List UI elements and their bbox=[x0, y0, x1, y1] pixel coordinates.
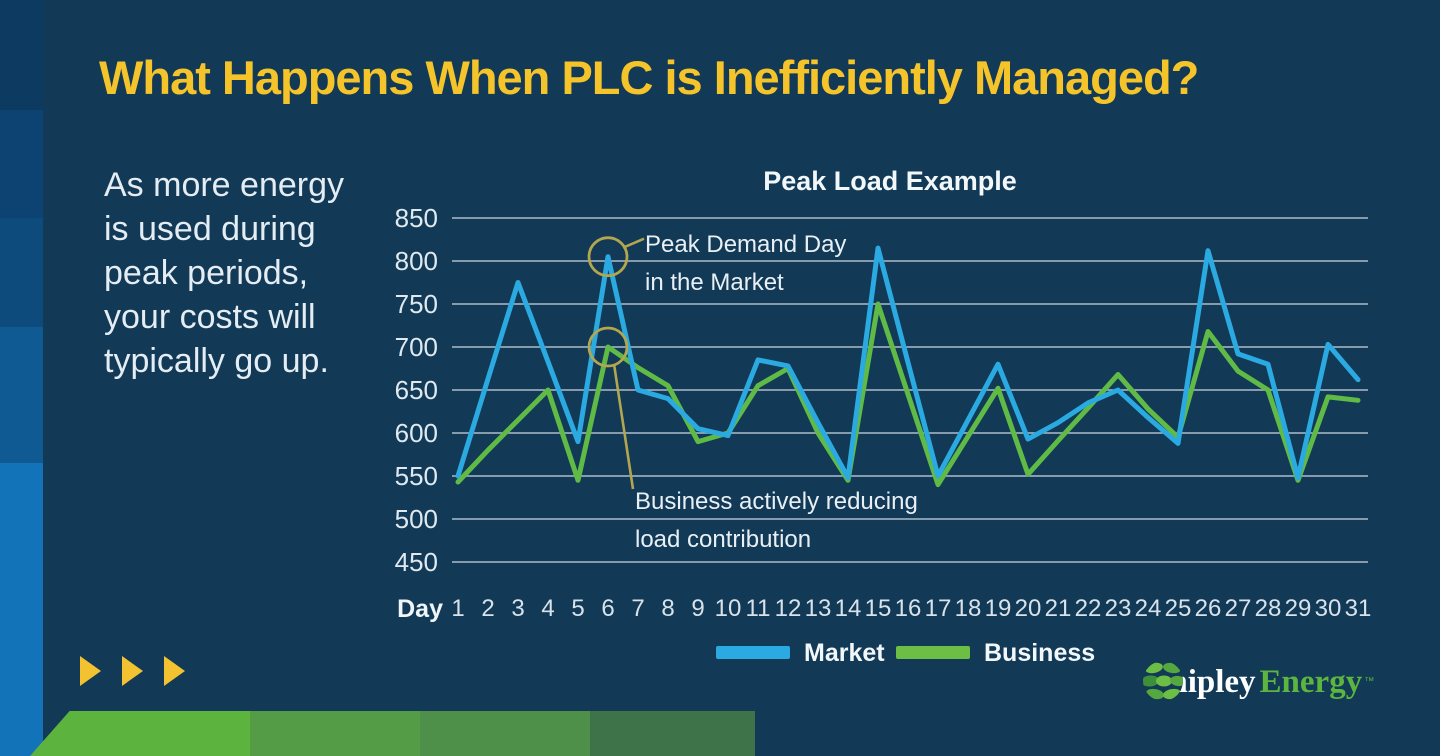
x-tick-label: 6 bbox=[601, 595, 615, 622]
x-tick-label: 12 bbox=[774, 595, 802, 622]
x-tick-label: 1 bbox=[451, 595, 465, 622]
intro-paragraph: As more energy is used during peak periods… bbox=[104, 163, 404, 383]
x-tick-label: 31 bbox=[1344, 595, 1372, 622]
x-tick-label: 24 bbox=[1134, 595, 1162, 622]
chart-title: Peak Load Example bbox=[763, 166, 1017, 196]
y-tick-label: 850 bbox=[394, 203, 438, 233]
annotation-peak-demand-line2: in the Market bbox=[645, 269, 784, 296]
y-tick-label: 800 bbox=[394, 246, 438, 276]
x-tick-label: 27 bbox=[1224, 595, 1252, 622]
intro-line: typically go up. bbox=[104, 342, 329, 380]
x-tick-label: 5 bbox=[571, 595, 585, 622]
x-axis-title: Day bbox=[397, 595, 443, 623]
green-segment bbox=[420, 711, 590, 756]
legend-swatch-market bbox=[716, 646, 790, 659]
y-tick-label: 700 bbox=[394, 332, 438, 362]
green-segment bbox=[30, 711, 250, 756]
x-tick-label: 7 bbox=[631, 595, 645, 622]
x-tick-label: 14 bbox=[834, 595, 862, 622]
legend-swatch-business bbox=[896, 646, 970, 659]
annotation-business-line1: Business actively reducing bbox=[635, 488, 918, 515]
logo-trademark: ™ bbox=[1364, 676, 1375, 687]
x-tick-label: 19 bbox=[984, 595, 1012, 622]
green-segment bbox=[590, 711, 755, 756]
logo-energy-text: Energy bbox=[1259, 663, 1363, 700]
x-tick-label: 10 bbox=[714, 595, 742, 622]
annotation-leader-line bbox=[612, 363, 635, 490]
intro-line: is used during bbox=[104, 210, 316, 248]
x-tick-label: 17 bbox=[924, 595, 952, 622]
shipley-energy-logo: Shipley Energy ™ bbox=[1142, 660, 1374, 704]
x-tick-label: 16 bbox=[894, 595, 922, 622]
page-title: What Happens When PLC is Inefficiently M… bbox=[99, 51, 1199, 104]
x-tick-label: 30 bbox=[1314, 595, 1342, 622]
annotation-leader-line bbox=[622, 237, 645, 249]
stripe-block bbox=[0, 463, 43, 756]
x-tick-label: 9 bbox=[691, 595, 705, 622]
stripe-block bbox=[0, 327, 43, 463]
x-tick-label: 20 bbox=[1014, 595, 1042, 622]
annotation-circle bbox=[587, 326, 629, 368]
x-tick-label: 23 bbox=[1104, 595, 1132, 622]
x-tick-label: 4 bbox=[541, 595, 555, 622]
series-line-business bbox=[455, 301, 1361, 488]
y-tick-label: 650 bbox=[394, 375, 438, 405]
stripe-block bbox=[0, 110, 43, 218]
annotation-business-line2: load contribution bbox=[635, 526, 812, 553]
legend-label-market: Market bbox=[804, 639, 885, 667]
y-tick-label: 750 bbox=[394, 289, 438, 319]
stripe-block bbox=[0, 218, 43, 327]
x-tick-label: 15 bbox=[864, 595, 892, 622]
y-tick-label: 550 bbox=[394, 461, 438, 491]
x-tick-label: 11 bbox=[745, 595, 771, 622]
annotation-circle bbox=[587, 236, 629, 278]
intro-line: your costs will bbox=[104, 298, 316, 336]
intro-line: peak periods, bbox=[104, 254, 309, 292]
x-tick-label: 26 bbox=[1194, 595, 1222, 622]
bottom-accent-strip bbox=[0, 711, 1440, 756]
stripe-block bbox=[0, 0, 43, 110]
x-tick-label: 18 bbox=[954, 595, 982, 622]
x-tick-label: 2 bbox=[481, 595, 495, 622]
y-tick-label: 500 bbox=[394, 504, 438, 534]
y-tick-label: 600 bbox=[394, 418, 438, 448]
x-tick-label: 29 bbox=[1284, 595, 1312, 622]
series-line-market bbox=[455, 245, 1361, 481]
annotation-peak-demand-line1: Peak Demand Day bbox=[645, 231, 847, 258]
x-tick-label: 25 bbox=[1164, 595, 1192, 622]
left-accent-stripe bbox=[0, 0, 43, 756]
x-tick-label: 8 bbox=[661, 595, 675, 622]
x-tick-label: 21 bbox=[1044, 595, 1072, 622]
x-tick-label: 13 bbox=[804, 595, 832, 622]
globe-leaf-icon bbox=[1143, 661, 1183, 701]
x-tick-label: 3 bbox=[511, 595, 525, 622]
intro-line: As more energy bbox=[104, 166, 344, 204]
x-tick-label: 22 bbox=[1074, 595, 1102, 622]
y-tick-label: 450 bbox=[394, 547, 438, 577]
x-tick-label: 28 bbox=[1254, 595, 1282, 622]
legend-label-business: Business bbox=[984, 639, 1096, 667]
green-segment bbox=[250, 711, 420, 756]
